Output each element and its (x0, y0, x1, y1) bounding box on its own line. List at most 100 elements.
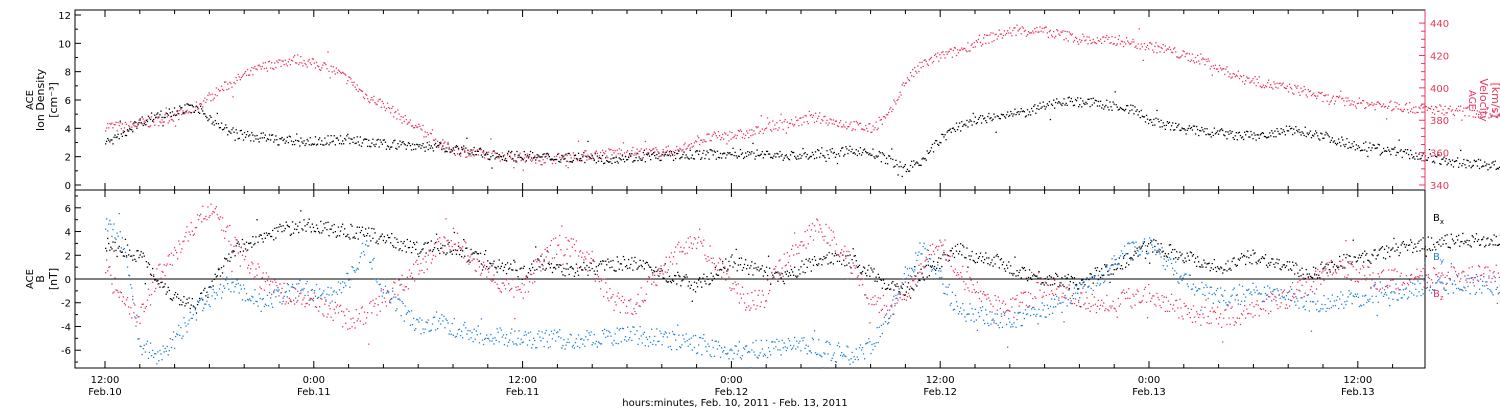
bx-point (192, 298, 193, 299)
bx-point (692, 301, 693, 302)
bz-point (359, 313, 360, 314)
bz-point (488, 272, 489, 273)
bx-point (155, 279, 156, 280)
bx-point (226, 258, 227, 259)
bx-point (1158, 251, 1159, 252)
density-point (108, 140, 109, 141)
density-point (124, 131, 125, 132)
density-point (1184, 128, 1185, 129)
bz-point (261, 288, 262, 289)
density-point (609, 161, 610, 162)
bx-point (201, 292, 202, 293)
bz-point (362, 306, 363, 307)
bz-point (268, 276, 269, 277)
velocity-point (1163, 44, 1164, 45)
density-point (261, 133, 262, 134)
bx-point (387, 235, 388, 236)
bx-point (1259, 259, 1260, 260)
bz-point (133, 312, 134, 313)
bx-point (746, 268, 747, 269)
bx-point (378, 243, 379, 244)
density-point (1271, 130, 1272, 131)
bx-point (333, 232, 334, 233)
bx-point (1294, 273, 1295, 274)
velocity-point (1411, 108, 1412, 109)
velocity-point (1457, 110, 1458, 111)
density-point (516, 151, 517, 152)
density-point (114, 135, 115, 136)
density-point (636, 153, 637, 154)
bx-point (568, 269, 569, 270)
bz-point (250, 268, 251, 269)
density-point (1038, 109, 1039, 110)
velocity-point (369, 102, 370, 103)
bx-point (808, 260, 809, 261)
density-point (648, 153, 649, 154)
velocity-point (222, 89, 223, 90)
bx-point (606, 264, 607, 265)
bz-point (217, 214, 218, 215)
velocity-point (1015, 35, 1016, 36)
top-panel-frame (75, 10, 1425, 190)
top-left-tick-label: 2 (65, 153, 71, 164)
density-point (132, 131, 133, 132)
velocity-point (1187, 53, 1188, 54)
velocity-point (1277, 87, 1278, 88)
density-point (1172, 122, 1173, 123)
velocity-point (327, 52, 328, 53)
density-point (133, 122, 134, 123)
density-point (405, 144, 406, 145)
velocity-point (653, 148, 654, 149)
bx-point (269, 233, 270, 234)
velocity-point (813, 115, 814, 116)
bx-point (1057, 276, 1058, 277)
density-point (1390, 154, 1391, 155)
density-point (483, 150, 484, 151)
velocity-point (478, 154, 479, 155)
density-point (291, 141, 292, 142)
velocity-point (832, 123, 833, 124)
density-point (1427, 160, 1428, 161)
velocity-point (407, 124, 408, 125)
density-point (715, 152, 716, 153)
bz-point (461, 248, 462, 249)
bx-point (798, 269, 799, 270)
bx-point (1026, 278, 1027, 279)
bz-point (481, 273, 482, 274)
density-point (168, 115, 169, 116)
density-point (1463, 159, 1464, 160)
bz-point (396, 278, 397, 279)
bx-point (114, 242, 115, 243)
bx-point (605, 261, 606, 262)
velocity-point (742, 137, 743, 138)
velocity-point (1438, 111, 1439, 112)
bx-point (870, 267, 871, 268)
bx-point (1488, 245, 1489, 246)
density-point (729, 152, 730, 153)
density-point (938, 145, 939, 146)
density-point (860, 147, 861, 148)
bx-point (1262, 256, 1263, 257)
density-point (909, 171, 910, 172)
velocity-point (554, 156, 555, 157)
bx-point (1141, 247, 1142, 248)
velocity-point (1169, 47, 1170, 48)
bx-point (1383, 257, 1384, 258)
density-point (560, 159, 561, 160)
velocity-point (901, 94, 902, 95)
density-point (148, 116, 149, 117)
velocity-point (824, 116, 825, 117)
bz-point (230, 244, 231, 245)
bz-point (319, 306, 320, 307)
velocity-point (737, 135, 738, 136)
bz-point (194, 234, 195, 235)
bx-point (822, 259, 823, 260)
bz-point (323, 315, 324, 316)
bx-point (341, 226, 342, 227)
density-point (757, 149, 758, 150)
velocity-point (108, 127, 109, 128)
density-point (1119, 109, 1120, 110)
velocity-point (611, 154, 612, 155)
velocity-point (196, 101, 197, 102)
